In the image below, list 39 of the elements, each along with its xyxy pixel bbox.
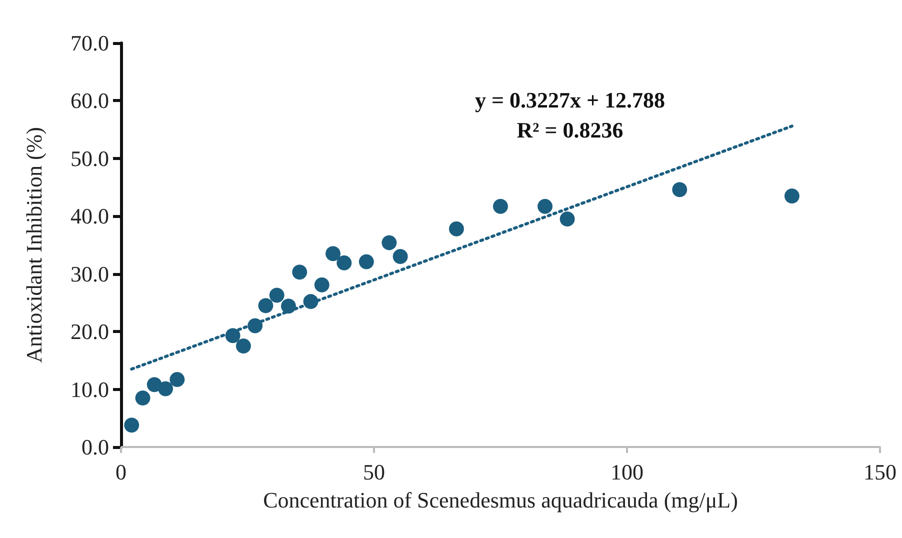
point <box>448 221 464 236</box>
x-tick-label: 100 <box>610 460 644 484</box>
y-tick-label: 10.0 <box>70 376 109 402</box>
point <box>170 372 185 387</box>
x-tick-label: 150 <box>864 460 896 484</box>
point <box>158 381 174 396</box>
y-tick-label: 20.0 <box>70 319 109 344</box>
point <box>672 182 688 198</box>
point <box>560 212 575 227</box>
point <box>336 255 352 270</box>
point <box>236 338 251 354</box>
point <box>784 188 800 204</box>
point <box>358 254 374 270</box>
point <box>382 235 397 250</box>
y-tick-label: 50.0 <box>70 146 109 171</box>
y-axis-title: Antioxidant Inhibition (%) <box>22 127 46 363</box>
point <box>124 418 140 433</box>
point <box>269 288 284 303</box>
y-tick-label: 30.0 <box>70 261 109 286</box>
x-tick-label: 50 <box>363 460 385 484</box>
point <box>292 264 308 280</box>
point <box>314 277 330 292</box>
point <box>258 298 274 314</box>
point <box>493 198 508 214</box>
point <box>303 294 318 310</box>
y-tick-label: 0.0 <box>82 434 109 460</box>
y-tick-label: 60.0 <box>70 88 109 114</box>
point <box>135 390 150 406</box>
y-tick-label: 40.0 <box>70 204 109 229</box>
annotation: y = 0.3227x + 12.788 R² = 0.8236 <box>474 88 666 142</box>
point <box>248 318 263 334</box>
point <box>392 249 408 264</box>
y-tick-label: 70.0 <box>70 30 109 56</box>
point <box>225 328 240 344</box>
x-axis-title: Concentration of Scenedesmus aquadricauda (mg/μL) <box>263 488 738 512</box>
point <box>326 246 341 262</box>
point <box>281 298 296 314</box>
point <box>538 198 553 214</box>
x-tick-label: 0 <box>116 460 126 484</box>
